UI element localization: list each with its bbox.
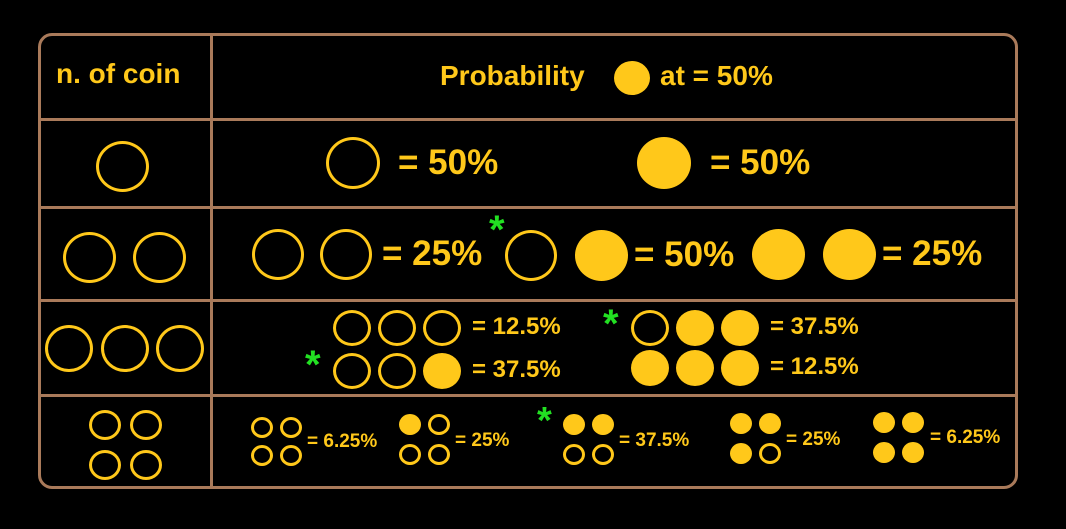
heads-coin-icon xyxy=(873,412,895,433)
probability-label: = 50% xyxy=(710,143,811,182)
probability-label: = 37.5% xyxy=(770,313,859,340)
heads-coin-icon xyxy=(423,353,461,389)
star-marker-icon: * xyxy=(537,400,552,442)
tails-coin-icon xyxy=(251,445,273,466)
tails-coin-icon xyxy=(130,450,162,480)
tails-coin-icon xyxy=(378,353,416,389)
heads-coin-icon xyxy=(563,414,585,435)
heads-coin-icon xyxy=(592,414,614,435)
heads-coin-icon xyxy=(721,350,759,386)
row-divider xyxy=(38,394,1018,397)
star-marker-icon: * xyxy=(603,302,619,346)
tails-coin-icon xyxy=(563,444,585,465)
tails-coin-icon xyxy=(399,444,421,465)
heads-coin-icon xyxy=(637,137,691,189)
probability-label: = 25% xyxy=(786,429,841,450)
heads-coin-icon xyxy=(575,230,628,281)
tails-coin-icon xyxy=(130,410,162,440)
tails-coin-icon xyxy=(251,417,273,438)
heads-coin-icon xyxy=(676,310,714,346)
header-probability-suffix: at = 50% xyxy=(660,60,773,91)
tails-coin-icon xyxy=(378,310,416,346)
tails-coin-icon xyxy=(280,417,302,438)
star-marker-icon: * xyxy=(489,208,505,252)
heads-coin-icon xyxy=(676,350,714,386)
tails-coin-icon xyxy=(320,229,372,280)
heads-coin-icon xyxy=(730,443,752,464)
probability-label: = 37.5% xyxy=(619,430,690,451)
tails-coin-icon xyxy=(156,325,204,372)
heads-coin-icon xyxy=(399,414,421,435)
tails-coin-icon xyxy=(592,444,614,465)
heads-coin-icon xyxy=(752,229,805,280)
tails-coin-icon xyxy=(101,325,149,372)
probability-label: = 50% xyxy=(634,235,735,274)
tails-coin-icon xyxy=(89,410,121,440)
probability-label: = 37.5% xyxy=(472,356,561,383)
tails-coin-icon xyxy=(96,141,149,192)
tails-coin-icon xyxy=(631,310,669,346)
heads-coin-icon xyxy=(759,413,781,434)
probability-label: = 25% xyxy=(382,234,483,273)
tails-coin-icon xyxy=(45,325,93,372)
tails-coin-icon xyxy=(428,444,450,465)
tails-coin-icon xyxy=(133,232,186,283)
probability-label: = 6.25% xyxy=(930,427,1001,448)
tails-coin-icon xyxy=(63,232,116,283)
header-probability: Probability xyxy=(440,60,585,91)
heads-coin-icon xyxy=(823,229,876,280)
tails-coin-icon xyxy=(333,353,371,389)
tails-coin-icon xyxy=(252,229,304,280)
heads-coin-icon xyxy=(902,442,924,463)
probability-label: = 25% xyxy=(455,430,510,451)
heads-coin-icon xyxy=(730,413,752,434)
heads-coin-icon xyxy=(873,442,895,463)
tails-coin-icon xyxy=(89,450,121,480)
tails-coin-icon xyxy=(280,445,302,466)
row-divider xyxy=(38,118,1018,121)
heads-coin-icon xyxy=(631,350,669,386)
probability-label: = 12.5% xyxy=(770,353,859,380)
table-frame xyxy=(38,33,1018,489)
heads-coin-icon xyxy=(902,412,924,433)
row-divider xyxy=(38,206,1018,209)
column-divider xyxy=(210,33,213,489)
tails-coin-icon xyxy=(333,310,371,346)
tails-coin-icon xyxy=(428,414,450,435)
heads-coin-icon xyxy=(614,61,650,95)
probability-label: = 12.5% xyxy=(472,313,561,340)
tails-coin-icon xyxy=(326,137,380,189)
tails-coin-icon xyxy=(505,230,557,281)
probability-label: = 50% xyxy=(398,143,499,182)
star-marker-icon: * xyxy=(305,343,321,387)
row-divider xyxy=(38,299,1018,302)
probability-label: = 6.25% xyxy=(307,431,378,452)
probability-label: = 25% xyxy=(882,234,983,273)
tails-coin-icon xyxy=(759,443,781,464)
tails-coin-icon xyxy=(423,310,461,346)
heads-coin-icon xyxy=(721,310,759,346)
header-coin-count: n. of coin xyxy=(56,58,181,89)
